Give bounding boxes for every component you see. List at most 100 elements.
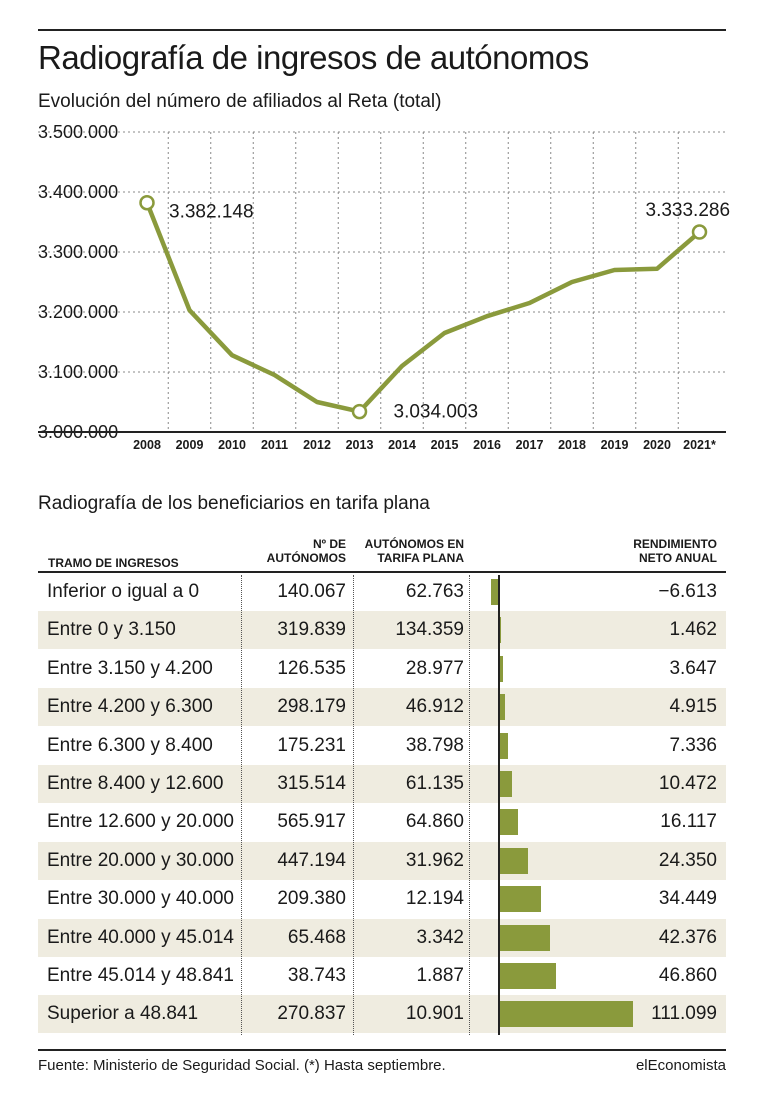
table-row: Inferior o igual a 0 140.067 62.763 −6.613 <box>38 573 726 611</box>
rendimiento-bar <box>499 809 519 836</box>
row-num-autonomos: 65.468 <box>287 926 346 948</box>
header-tarifa-line2: TARIFA PLANA <box>377 551 464 565</box>
rendimiento-bar <box>499 924 551 951</box>
table-row: Entre 20.000 y 30.000 447.194 31.962 24.350 <box>38 841 726 880</box>
rendimiento-bar <box>499 617 501 644</box>
rendimiento-bar <box>499 771 512 797</box>
row-num-autonomos: 447.194 <box>277 849 346 871</box>
x-tick-label: 2014 <box>388 438 416 452</box>
table-row: Entre 4.200 y 6.300 298.179 46.912 4.915 <box>38 688 726 727</box>
x-tick-label: 2009 <box>176 438 204 452</box>
bar-zero-axis <box>498 575 500 1035</box>
row-tramo: Entre 20.000 y 30.000 <box>47 849 234 871</box>
rendimiento-bar <box>499 847 529 874</box>
column-divider <box>353 575 354 1035</box>
row-rendimiento: 24.350 <box>658 849 717 871</box>
table-row: Entre 6.300 y 8.400 175.231 38.798 7.336 <box>38 727 726 765</box>
x-tick-label: 2010 <box>218 438 246 452</box>
row-rendimiento: 7.336 <box>669 734 717 756</box>
table-row: Entre 8.400 y 12.600 315.514 61.135 10.472 <box>38 765 726 803</box>
rendimiento-bar <box>499 732 508 759</box>
row-tarifa-plana: 1.887 <box>416 965 464 986</box>
y-tick-label: 3.400.000 <box>38 182 118 202</box>
row-num-autonomos: 209.380 <box>277 888 346 910</box>
header-num-line1: Nº DE <box>312 537 346 551</box>
row-tarifa-plana: 31.962 <box>405 849 464 871</box>
y-tick-label: 3.500.000 <box>38 122 118 142</box>
x-tick-label: 2016 <box>473 438 501 452</box>
table-header-rule <box>38 571 726 573</box>
row-rendimiento: 4.915 <box>669 696 717 718</box>
y-tick-label: 3.100.000 <box>38 362 118 382</box>
row-tramo: Entre 30.000 y 40.000 <box>47 888 234 910</box>
series-line <box>144 200 702 414</box>
row-tramo: Entre 3.150 y 4.200 <box>47 657 213 679</box>
y-tick-label: 3.300.000 <box>38 242 118 262</box>
rendimiento-bar <box>499 886 541 913</box>
data-label: 3.333.286 <box>646 200 731 221</box>
header-rend-line2: NETO ANUAL <box>639 551 717 565</box>
table-title: Radiografía de los beneficiarios en tari… <box>38 493 430 514</box>
x-tick-label: 2019 <box>601 438 629 452</box>
x-tick-label: 2012 <box>303 438 331 452</box>
row-num-autonomos: 315.514 <box>277 773 346 794</box>
data-point-marker <box>351 403 368 420</box>
x-tick-label: 2020 <box>643 438 671 452</box>
row-tramo: Entre 4.200 y 6.300 <box>47 696 213 718</box>
row-num-autonomos: 319.839 <box>277 619 346 641</box>
row-tarifa-plana: 46.912 <box>405 696 464 718</box>
line-chart: 3.000.0003.100.0003.200.0003.300.0003.40… <box>38 122 731 452</box>
data-label: 3.034.003 <box>394 402 479 423</box>
row-tramo: Inferior o igual a 0 <box>47 581 200 602</box>
data-point-marker <box>139 194 155 211</box>
rendimiento-bar <box>499 655 504 682</box>
row-tramo: Entre 45.014 y 48.841 <box>47 965 234 986</box>
row-rendimiento: 34.449 <box>658 888 717 910</box>
table-row: Entre 12.600 y 20.000 565.917 64.860 16.117 <box>38 803 726 841</box>
header-tarifa-line1: AUTÓNOMOS EN <box>364 537 464 551</box>
data-label: 3.382.148 <box>169 202 254 223</box>
table-row: Entre 30.000 y 40.000 209.380 12.194 34.449 <box>38 880 726 918</box>
column-divider <box>469 575 470 1035</box>
row-tarifa-plana: 62.763 <box>405 581 464 602</box>
row-tramo: Entre 0 y 3.150 <box>47 619 176 641</box>
row-tramo: Entre 6.300 y 8.400 <box>47 734 213 756</box>
row-tarifa-plana: 12.194 <box>405 888 464 910</box>
row-tramo: Entre 12.600 y 20.000 <box>47 811 234 833</box>
header-tarifa-plana: AUTÓNOMOS EN TARIFA PLANA <box>352 537 464 565</box>
row-tarifa-plana: 10.901 <box>405 1003 464 1025</box>
row-rendimiento: 111.099 <box>651 1003 717 1025</box>
row-rendimiento: 46.860 <box>658 965 717 986</box>
x-tick-label: 2018 <box>558 438 586 452</box>
row-tarifa-plana: 64.860 <box>405 811 464 833</box>
table-row: Entre 0 y 3.150 319.839 134.359 1.462 <box>38 611 726 650</box>
row-rendimiento: 42.376 <box>658 926 717 948</box>
x-tick-label: 2013 <box>346 438 374 452</box>
row-num-autonomos: 298.179 <box>277 696 346 718</box>
page-title: Radiografía de ingresos de autónomos <box>38 39 589 76</box>
row-tarifa-plana: 61.135 <box>405 773 464 794</box>
row-tramo: Entre 8.400 y 12.600 <box>47 773 224 794</box>
header-rend-line1: RENDIMIENTO <box>633 537 717 551</box>
line-chart-subtitle: Evolución del número de afiliados al Ret… <box>38 91 442 112</box>
row-num-autonomos: 126.535 <box>277 657 346 679</box>
row-tarifa-plana: 38.798 <box>405 734 464 756</box>
header-num-autonomos: Nº DE AUTÓNOMOS <box>242 537 346 565</box>
rendimiento-bar <box>491 579 499 605</box>
row-rendimiento: 1.462 <box>669 619 717 641</box>
row-tramo: Superior a 48.841 <box>47 1003 199 1025</box>
table-row: Entre 40.000 y 45.014 65.468 3.342 42.376 <box>38 918 726 957</box>
column-divider <box>241 575 242 1035</box>
row-rendimiento: −6.613 <box>658 581 717 602</box>
row-num-autonomos: 175.231 <box>277 734 346 756</box>
row-rendimiento: 16.117 <box>660 811 717 833</box>
rendimiento-bar <box>499 1001 633 1028</box>
table-row: Superior a 48.841 270.837 10.901 111.099 <box>38 995 726 1034</box>
row-tarifa-plana: 28.977 <box>405 657 464 679</box>
row-rendimiento: 3.647 <box>669 657 717 679</box>
x-tick-label: 2017 <box>516 438 544 452</box>
rendimiento-bar <box>499 963 556 989</box>
source-note: Fuente: Ministerio de Seguridad Social. … <box>38 1057 446 1074</box>
row-rendimiento: 10.472 <box>658 773 717 794</box>
row-tramo: Entre 40.000 y 45.014 <box>47 926 234 948</box>
